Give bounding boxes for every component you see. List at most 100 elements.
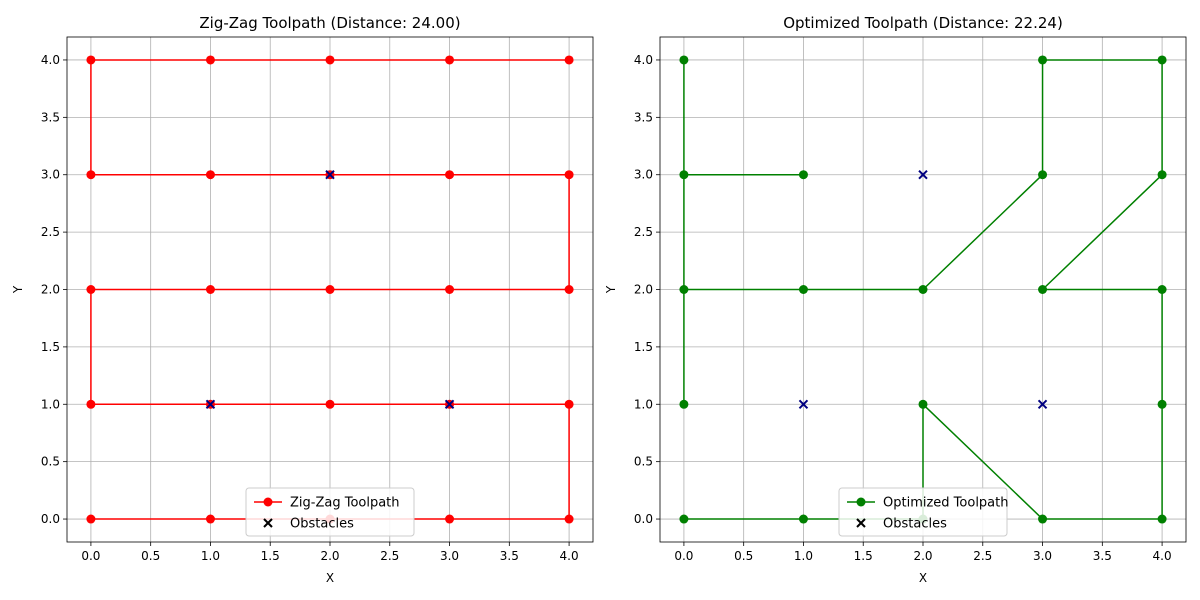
obstacle-stroke xyxy=(1037,399,1048,409)
data-point xyxy=(205,55,215,65)
data-point xyxy=(86,170,96,180)
x-tick-label: 0.5 xyxy=(141,549,160,563)
y-tick-label: 3.5 xyxy=(41,110,60,124)
chart-title: Zig-Zag Toolpath (Distance: 24.00) xyxy=(199,14,460,32)
obstacle-marker xyxy=(1037,399,1048,409)
obstacle-stroke xyxy=(798,399,809,409)
data-point xyxy=(679,285,689,294)
chart-title: Optimized Toolpath (Distance: 22.24) xyxy=(783,14,1063,32)
obstacle-stroke xyxy=(444,399,455,409)
data-point xyxy=(205,285,215,294)
optimized-chart: 0.0 0.5 1.0 1.5 2.0 2.5 3.0 3.5 4.0 0.0 0.5 1.0 1.5 2… xyxy=(604,14,1187,585)
data-point xyxy=(679,170,689,180)
data-point xyxy=(1038,285,1048,294)
x-tick-label: 4.0 xyxy=(560,549,579,563)
data-point xyxy=(86,514,96,524)
data-point xyxy=(564,55,574,65)
x-tick-label: 3.0 xyxy=(1033,549,1052,563)
data-point xyxy=(205,170,215,180)
data-point xyxy=(325,285,335,294)
x-tick-label: 0.0 xyxy=(674,549,693,563)
legend-item: Zig-Zag Toolpath xyxy=(254,496,400,511)
data-point xyxy=(798,170,808,180)
series-line xyxy=(683,59,1163,520)
data-point xyxy=(445,170,455,180)
x-tick-label: 1.5 xyxy=(261,549,280,563)
x-axis-label: X xyxy=(919,571,927,585)
data-point xyxy=(1157,399,1167,409)
x-axis-label: X xyxy=(326,571,334,585)
data-point xyxy=(564,514,574,524)
data-point xyxy=(1038,514,1048,524)
data-point xyxy=(798,514,808,524)
data-point xyxy=(1038,55,1048,65)
y-tick-label: 3.0 xyxy=(634,168,653,182)
obstacle-marker xyxy=(205,399,216,409)
legend: Zig-Zag Toolpath Obstacles xyxy=(245,487,415,537)
data-point xyxy=(86,55,96,65)
data-point xyxy=(86,285,96,294)
y-tick-label: 2.0 xyxy=(634,283,653,297)
data-point xyxy=(1157,514,1167,524)
x-tick-label: 2.5 xyxy=(973,549,992,563)
legend-item: Optimized Toolpath xyxy=(847,496,1008,511)
x-tick-label: 2.0 xyxy=(913,549,932,563)
y-tick-label: 0.0 xyxy=(634,512,653,526)
data-point xyxy=(205,514,215,524)
data-point xyxy=(679,399,689,409)
obstacle-marker xyxy=(918,170,928,180)
data-point xyxy=(679,514,689,524)
data-point xyxy=(86,399,96,409)
x-tick-label: 1.0 xyxy=(201,549,220,563)
x-tick-label: 3.5 xyxy=(500,549,519,563)
legend: Optimized Toolpath Obstacles xyxy=(838,487,1008,537)
y-tick-label: 0.5 xyxy=(634,455,653,469)
data-point xyxy=(1157,55,1167,65)
zigzag-chart: 0.0 0.5 1.0 1.5 2.0 2.5 3.0 3.5 4.0 0.0 0.5 1.0 1.5 2… xyxy=(11,14,594,585)
x-tick-label: 2.0 xyxy=(320,549,339,563)
x-tick-label: 1.5 xyxy=(854,549,873,563)
x-tick-label: 3.0 xyxy=(440,549,459,563)
y-tick-label: 2.5 xyxy=(634,225,653,239)
y-tick-label: 3.0 xyxy=(41,168,60,182)
y-axis-label: Y xyxy=(604,285,618,294)
x-tick-label: 0.0 xyxy=(81,549,100,563)
legend-label: Obstacles xyxy=(290,517,354,532)
x-tick-label: 1.0 xyxy=(794,549,813,563)
legend-x-swatch xyxy=(263,518,273,528)
data-point xyxy=(445,55,455,65)
legend-label: Obstacles xyxy=(883,517,947,532)
obstacle-stroke xyxy=(325,170,335,180)
x-tick-label: 3.5 xyxy=(1093,549,1112,563)
data-point xyxy=(325,55,335,65)
y-tick-label: 1.5 xyxy=(41,340,60,354)
legend-label: Zig-Zag Toolpath xyxy=(290,496,400,511)
data-point xyxy=(1157,170,1167,180)
data-point xyxy=(325,399,335,409)
data-point xyxy=(564,399,574,409)
legend-x-swatch xyxy=(856,518,866,528)
obstacle-stroke xyxy=(918,170,928,180)
data-point xyxy=(798,285,808,294)
x-tick-label: 0.5 xyxy=(734,549,753,563)
x-tick-label: 4.0 xyxy=(1153,549,1172,563)
data-point xyxy=(1157,285,1167,294)
y-axis-label: Y xyxy=(11,285,25,294)
y-tick-label: 4.0 xyxy=(634,53,653,67)
y-tick-label: 3.5 xyxy=(634,110,653,124)
data-point xyxy=(1038,170,1048,180)
y-tick-label: 1.0 xyxy=(634,397,653,411)
axes-frame xyxy=(66,36,594,543)
data-point xyxy=(679,55,689,65)
data-point xyxy=(445,285,455,294)
data-point xyxy=(564,170,574,180)
obstacle-marker xyxy=(325,170,335,180)
y-tick-label: 2.0 xyxy=(41,283,60,297)
legend-box xyxy=(245,487,415,537)
y-tick-label: 4.0 xyxy=(41,53,60,67)
legend-item: Obstacles xyxy=(856,517,947,532)
data-point xyxy=(918,285,928,294)
legend-marker-swatch xyxy=(263,497,273,507)
obstacle-stroke xyxy=(205,399,216,409)
